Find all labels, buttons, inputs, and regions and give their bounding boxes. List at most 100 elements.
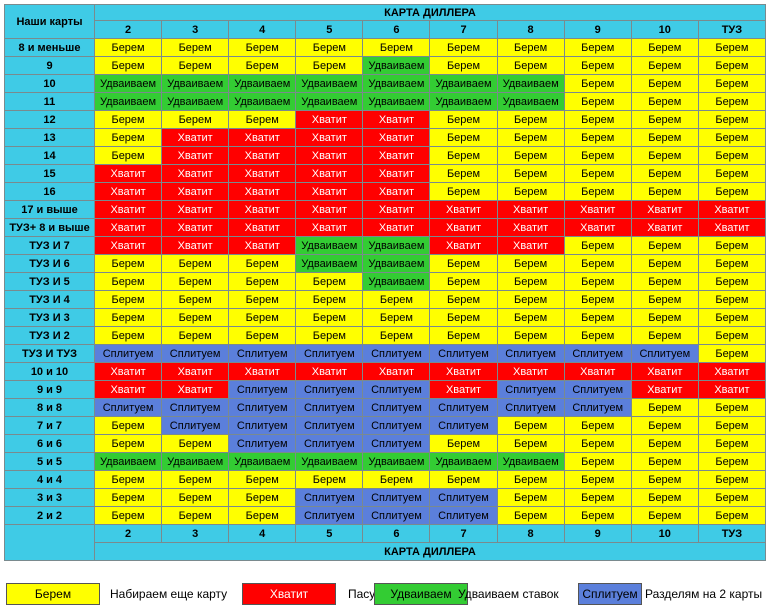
action-cell: Берем: [563, 128, 632, 147]
action-cell: Хватит: [362, 164, 431, 183]
action-cell: Хватит: [93, 200, 163, 219]
action-cell: Берем: [697, 272, 767, 291]
action-cell: Берем: [228, 290, 297, 309]
action-cell: Берем: [496, 326, 565, 345]
action-cell: Берем: [697, 182, 767, 201]
action-cell: Удваиваем: [228, 452, 297, 471]
action-cell: Берем: [563, 326, 632, 345]
action-cell: Берем: [429, 290, 498, 309]
legend-text: Удваиваем ставок: [458, 587, 559, 601]
action-cell: Берем: [630, 398, 699, 417]
column-header: 2: [93, 20, 163, 39]
action-cell: Сплитуем: [429, 506, 498, 525]
action-cell: Удваиваем: [362, 254, 431, 273]
action-cell: Берем: [563, 272, 632, 291]
column-header: 4: [228, 20, 297, 39]
action-cell: Сплитуем: [362, 398, 431, 417]
legend: Берем Набираем еще карту Хватит Пасуем Удваи…: [0, 583, 770, 607]
action-cell: Берем: [697, 254, 767, 273]
action-cell: Сплитуем: [496, 380, 565, 399]
action-cell: Хватит: [496, 218, 565, 237]
action-cell: Сплитуем: [362, 380, 431, 399]
column-header: 6: [362, 20, 431, 39]
action-cell: Берем: [93, 308, 163, 327]
action-cell: Берем: [697, 290, 767, 309]
action-cell: Хватит: [563, 362, 632, 381]
row-label: 8 и 8: [4, 398, 95, 417]
column-header: 7: [429, 524, 498, 543]
action-cell: Берем: [362, 308, 431, 327]
corner-blank: [4, 524, 95, 561]
column-header: 9: [563, 20, 632, 39]
action-cell: Берем: [93, 128, 163, 147]
action-cell: Берем: [228, 272, 297, 291]
table-row: 6 и 6 Берем Берем Сплитуем Сплитуем Сплитуем Б…: [4, 434, 767, 453]
row-label: 7 и 7: [4, 416, 95, 435]
action-cell: Берем: [563, 488, 632, 507]
table-row: ТУЗ И 7 Хватит Хватит Хватит Удваиваем Удваив…: [4, 236, 767, 255]
action-cell: Берем: [93, 38, 163, 57]
action-cell: Берем: [563, 506, 632, 525]
row-label: 10: [4, 74, 95, 93]
column-header: 9: [563, 524, 632, 543]
action-cell: Хватит: [228, 128, 297, 147]
action-cell: Сплитуем: [630, 344, 699, 363]
action-cell: Сплитуем: [563, 380, 632, 399]
action-cell: Берем: [295, 326, 364, 345]
action-cell: Берем: [161, 488, 230, 507]
action-cell: Берем: [630, 38, 699, 57]
table-row: 2 и 2 Берем Берем Берем Сплитуем Сплитуем Спли…: [4, 506, 767, 525]
action-cell: Берем: [697, 470, 767, 489]
column-header: 2: [93, 524, 163, 543]
action-cell: Берем: [161, 38, 230, 57]
action-cell: Берем: [228, 56, 297, 75]
action-cell: Берем: [93, 290, 163, 309]
action-cell: Хватит: [228, 182, 297, 201]
action-cell: Берем: [496, 146, 565, 165]
action-cell: Берем: [630, 92, 699, 111]
action-cell: Удваиваем: [496, 92, 565, 111]
table-row: ТУЗ И ТУЗ Сплитуем Сплитуем Сплитуем Сплитуе…: [4, 344, 767, 363]
column-header: ТУЗ: [697, 524, 767, 543]
action-cell: Хватит: [161, 164, 230, 183]
row-label: 16: [4, 182, 95, 201]
action-cell: Берем: [93, 110, 163, 129]
action-cell: Берем: [161, 110, 230, 129]
column-header: 3: [161, 524, 230, 543]
table-row: ТУЗ И 4 Берем Берем Берем Берем Берем Берем Бер…: [4, 290, 767, 309]
action-cell: Хватит: [295, 182, 364, 201]
action-cell: Удваиваем: [429, 92, 498, 111]
action-cell: Хватит: [228, 164, 297, 183]
action-cell: Берем: [697, 110, 767, 129]
action-cell: Хватит: [93, 380, 163, 399]
action-cell: Берем: [93, 416, 163, 435]
action-cell: Хватит: [362, 146, 431, 165]
action-cell: Берем: [429, 164, 498, 183]
action-cell: Хватит: [228, 146, 297, 165]
action-cell: Хватит: [563, 200, 632, 219]
legend-swatch: Хватит: [242, 583, 336, 605]
legend-text: Набираем еще карту: [110, 587, 228, 601]
action-cell: Берем: [93, 470, 163, 489]
action-cell: Удваиваем: [362, 272, 431, 291]
action-cell: Хватит: [295, 362, 364, 381]
action-cell: Удваиваем: [362, 74, 431, 93]
action-cell: Удваиваем: [93, 92, 163, 111]
action-cell: Сплитуем: [295, 416, 364, 435]
action-cell: Берем: [496, 434, 565, 453]
header-row: Наши карты КАРТА ДИЛЛЕРА: [4, 4, 766, 39]
legend-text: Разделям на 2 карты: [645, 587, 763, 601]
action-cell: Берем: [697, 164, 767, 183]
action-cell: Хватит: [630, 362, 699, 381]
table-row: 12 Берем Берем Берем Хватит Хватит Берем Берем Б…: [4, 110, 767, 129]
action-cell: Сплитуем: [228, 416, 297, 435]
row-label: 2 и 2: [4, 506, 95, 525]
action-cell: Удваиваем: [362, 56, 431, 75]
column-header: 6: [362, 524, 431, 543]
action-cell: Хватит: [161, 380, 230, 399]
action-cell: Берем: [228, 488, 297, 507]
action-cell: Берем: [429, 326, 498, 345]
action-cell: Хватит: [295, 128, 364, 147]
action-cell: Берем: [563, 236, 632, 255]
header-row: КАРТА ДИЛЛЕРА: [5, 542, 766, 561]
